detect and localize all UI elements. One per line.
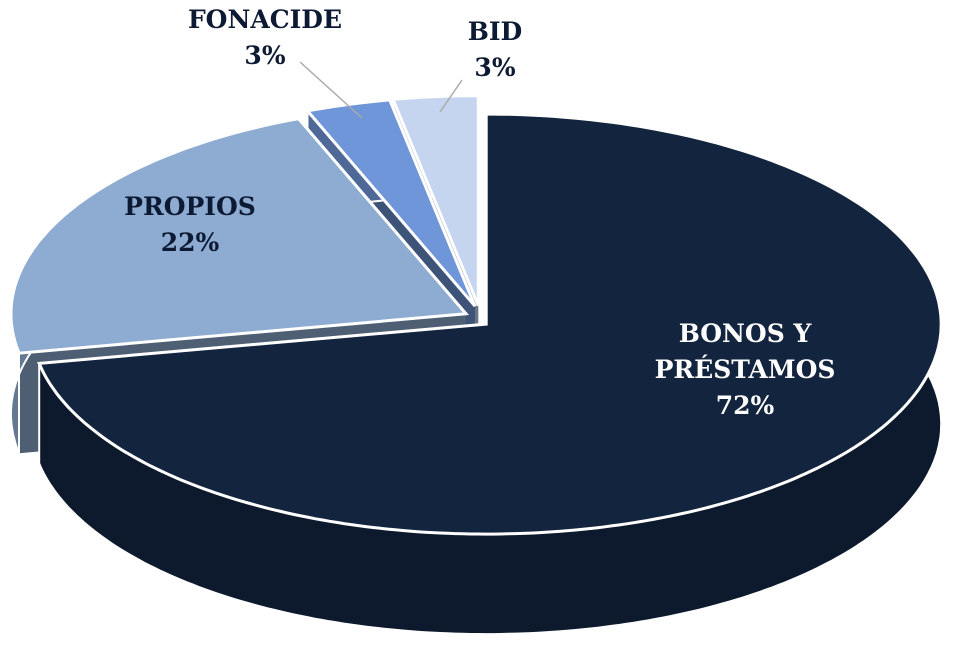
leader-line — [439, 79, 463, 113]
slice — [9, 116, 470, 355]
percent-label: 3% — [244, 41, 286, 70]
slice — [37, 112, 943, 536]
slice-label: FONACIDE 3% — [170, 2, 360, 74]
slice — [390, 94, 480, 307]
category-name: BID — [467, 17, 523, 46]
category-name: BONOS Y PRÉSTAMOS — [654, 319, 836, 384]
leader-line — [299, 61, 363, 119]
category-name: FONACIDE — [187, 5, 343, 34]
category-name: PROPIOS — [124, 192, 256, 221]
percent-label: 3% — [474, 53, 516, 82]
percent-label: 72% — [715, 391, 775, 420]
slice-label: PROPIOS 22% — [95, 189, 285, 261]
slice-label: BID 3% — [400, 14, 590, 86]
percent-label: 22% — [160, 228, 220, 257]
slice-label: BONOS Y PRÉSTAMOS 72% — [645, 316, 845, 424]
